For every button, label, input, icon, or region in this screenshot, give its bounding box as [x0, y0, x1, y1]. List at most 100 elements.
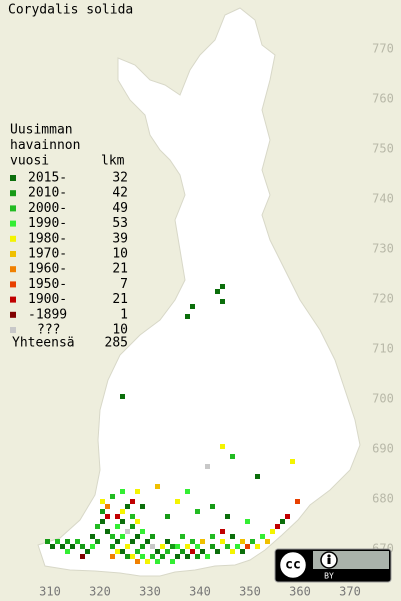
observation-square [155, 549, 160, 554]
y-tick-label: 700 [372, 392, 394, 406]
observation-square [210, 504, 215, 509]
observation-square [290, 459, 295, 464]
legend-total-label: Yhteensä [12, 336, 75, 351]
observation-square [195, 554, 200, 559]
legend-label: 1970- [28, 247, 67, 262]
observation-square [255, 544, 260, 549]
legend-count: 7 [120, 277, 128, 292]
legend-label: -1899 [28, 307, 67, 322]
observation-square [110, 554, 115, 559]
observation-square [190, 539, 195, 544]
observation-square [190, 304, 195, 309]
observation-square [180, 534, 185, 539]
observation-square [230, 534, 235, 539]
observation-square [140, 544, 145, 549]
legend-count: 10 [112, 323, 128, 338]
observation-square [200, 539, 205, 544]
observation-square [155, 559, 160, 564]
y-tick-label: 740 [372, 192, 394, 206]
legend-swatch [10, 175, 16, 181]
observation-square [160, 544, 165, 549]
observation-square [195, 509, 200, 514]
observation-square [190, 549, 195, 554]
legend-label: 1960- [28, 262, 67, 277]
x-tick-label: 370 [339, 585, 361, 599]
legend-label: 1900- [28, 292, 67, 307]
legend-count: 39 [112, 231, 128, 246]
observation-square [85, 549, 90, 554]
legend-heading: havainnon [10, 138, 80, 153]
observation-square [145, 559, 150, 564]
observation-square [185, 544, 190, 549]
observation-square [175, 544, 180, 549]
observation-square [220, 284, 225, 289]
observation-square [110, 544, 115, 549]
observation-square [185, 314, 190, 319]
observation-square [210, 534, 215, 539]
legend-count: 1 [120, 307, 128, 322]
observation-square [115, 524, 120, 529]
x-tick-label: 330 [139, 585, 161, 599]
observation-square [130, 499, 135, 504]
observation-square [50, 544, 55, 549]
observation-square [145, 539, 150, 544]
legend-count: 10 [112, 247, 128, 262]
legend-swatch [10, 311, 16, 318]
observation-square [280, 519, 285, 524]
observation-square [75, 539, 80, 544]
observation-square [130, 554, 135, 559]
observation-square [110, 534, 115, 539]
legend-swatch [10, 190, 16, 197]
observation-square [265, 539, 270, 544]
observation-square [100, 509, 105, 514]
legend-swatch [10, 205, 16, 212]
legend-label: 2010- [28, 186, 67, 201]
observation-square [80, 554, 85, 559]
observation-square [240, 539, 245, 544]
observation-square [90, 544, 95, 549]
observation-square [165, 514, 170, 519]
observation-square [150, 554, 155, 559]
observation-square [125, 554, 130, 559]
observation-square [115, 514, 120, 519]
legend-swatch [10, 235, 16, 242]
observation-square [105, 514, 110, 519]
observation-square [135, 534, 140, 539]
axes: 3103203303403503603706706806907007107207… [39, 42, 394, 599]
observation-square [150, 544, 155, 549]
observation-square [125, 544, 130, 549]
observation-square [125, 529, 130, 534]
observation-square [195, 544, 200, 549]
observation-square [130, 539, 135, 544]
observation-square [185, 554, 190, 559]
observation-square [220, 529, 225, 534]
legend-label: 1990- [28, 216, 67, 231]
observation-square [240, 549, 245, 554]
legend-label: 2000- [28, 201, 67, 216]
observation-square [175, 554, 180, 559]
observation-square [135, 489, 140, 494]
legend-count: 32 [112, 171, 128, 186]
legend-count: 21 [112, 292, 128, 307]
legend-heading: vuosi [10, 154, 49, 169]
observation-square [220, 299, 225, 304]
legend-swatch [10, 251, 16, 257]
observation-square [135, 519, 140, 524]
observation-square [200, 549, 205, 554]
observation-square [120, 519, 125, 524]
legend-count: 21 [112, 262, 128, 277]
observation-square [245, 544, 250, 549]
observation-square [285, 514, 290, 519]
observation-square [125, 504, 130, 509]
observation-square [245, 519, 250, 524]
observation-square [90, 534, 95, 539]
legend-swatch [10, 281, 16, 288]
x-tick-label: 310 [39, 585, 61, 599]
observation-square [155, 484, 160, 489]
observation-square [70, 544, 75, 549]
observation-square [220, 444, 225, 449]
observation-square [120, 489, 125, 494]
legend-swatch [10, 296, 16, 303]
observation-square [80, 544, 85, 549]
